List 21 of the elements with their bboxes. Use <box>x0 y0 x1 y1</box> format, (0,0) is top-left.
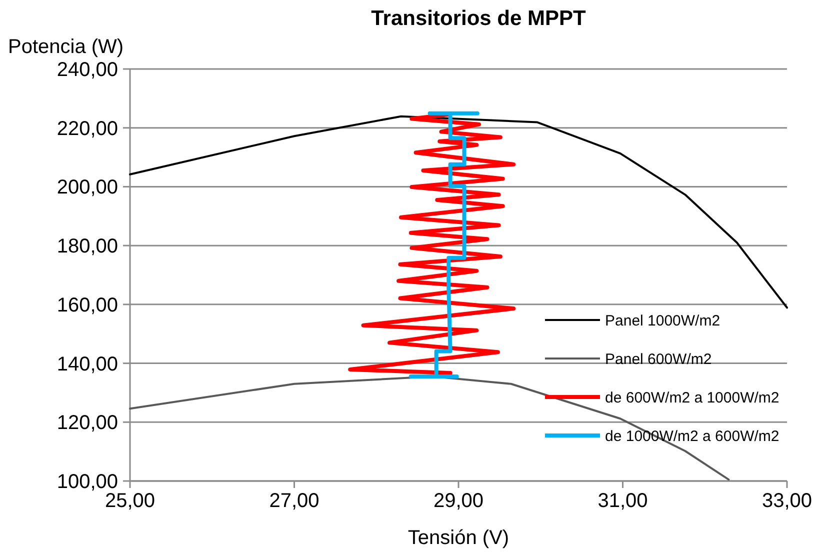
y-tick-label: 200,00 <box>56 176 118 199</box>
chart-title: Transitorios de MPPT <box>371 7 586 30</box>
y-tick-label: 180,00 <box>56 236 118 258</box>
x-tick-label: 25,00 <box>104 490 156 512</box>
y-tick-label: 100,00 <box>56 471 118 493</box>
y-tick-label: 120,00 <box>56 412 118 434</box>
y-tick-label: 160,00 <box>56 294 118 316</box>
legend-label: de 600W/m2 a 1000W/m2 <box>605 389 780 406</box>
x-axis-title: Tensión (V) <box>408 527 510 549</box>
legend-label: Panel 1000W/m2 <box>605 312 720 330</box>
x-tick-label: 33,00 <box>762 490 812 512</box>
x-tick-label: 27,00 <box>269 490 320 512</box>
y-tick-label: 220,00 <box>56 118 118 140</box>
y-tick-label: 240,00 <box>56 59 118 81</box>
line-series <box>348 112 516 375</box>
line-series <box>408 111 480 379</box>
x-tick-label: 29,00 <box>433 490 484 512</box>
legend-label: Panel 600W/m2 <box>605 350 712 368</box>
x-tick-label: 31,00 <box>598 490 648 512</box>
y-axis-title: Potencia (W) <box>8 36 124 58</box>
y-tick-label: 140,00 <box>56 353 118 376</box>
